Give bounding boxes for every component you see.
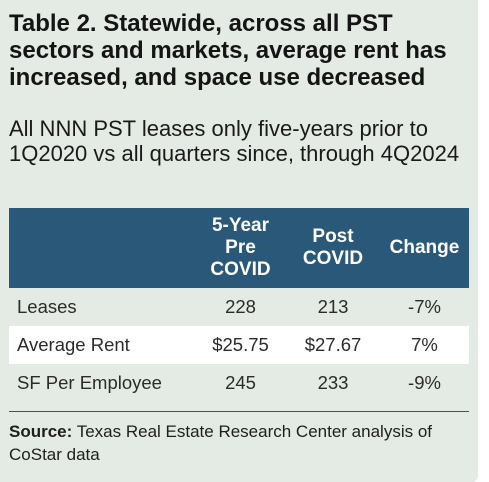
header-pre-covid: 5-Year Pre COVID — [195, 208, 286, 288]
row-label: Leases — [9, 288, 195, 326]
change-value: 7% — [380, 326, 469, 364]
row-label: SF Per Employee — [9, 364, 195, 402]
source-note: Source: Texas Real Estate Research Cente… — [9, 420, 469, 466]
header-post-covid: Post COVID — [286, 208, 380, 288]
header-change: Change — [380, 208, 469, 288]
row-label: Average Rent — [9, 326, 195, 364]
divider — [9, 411, 469, 412]
post-covid-value: 233 — [286, 364, 380, 402]
header-empty — [9, 208, 195, 288]
pre-covid-value: 228 — [195, 288, 286, 326]
data-table: 5-Year Pre COVID Post COVID Change Lease… — [9, 208, 469, 402]
pre-covid-value: 245 — [195, 364, 286, 402]
table-card: Table 2. Statewide, across all PST secto… — [0, 0, 478, 482]
change-value: -9% — [380, 364, 469, 402]
post-covid-value: 213 — [286, 288, 380, 326]
table-row-leases: Leases 228 213 -7% — [9, 288, 469, 326]
table-subtitle: All NNN PST leases only five-years prior… — [9, 116, 460, 166]
header-row: 5-Year Pre COVID Post COVID Change — [9, 208, 469, 288]
post-covid-value: $27.67 — [286, 326, 380, 364]
change-value: -7% — [380, 288, 469, 326]
pre-covid-value: $25.75 — [195, 326, 286, 364]
source-label: Source: — [9, 422, 73, 441]
table-row-sf-per-employee: SF Per Employee 245 233 -9% — [9, 364, 469, 402]
source-text: Texas Real Estate Research Center analys… — [9, 422, 432, 464]
table-row-average-rent: Average Rent $25.75 $27.67 7% — [9, 326, 469, 364]
table-title: Table 2. Statewide, across all PST secto… — [9, 10, 447, 91]
